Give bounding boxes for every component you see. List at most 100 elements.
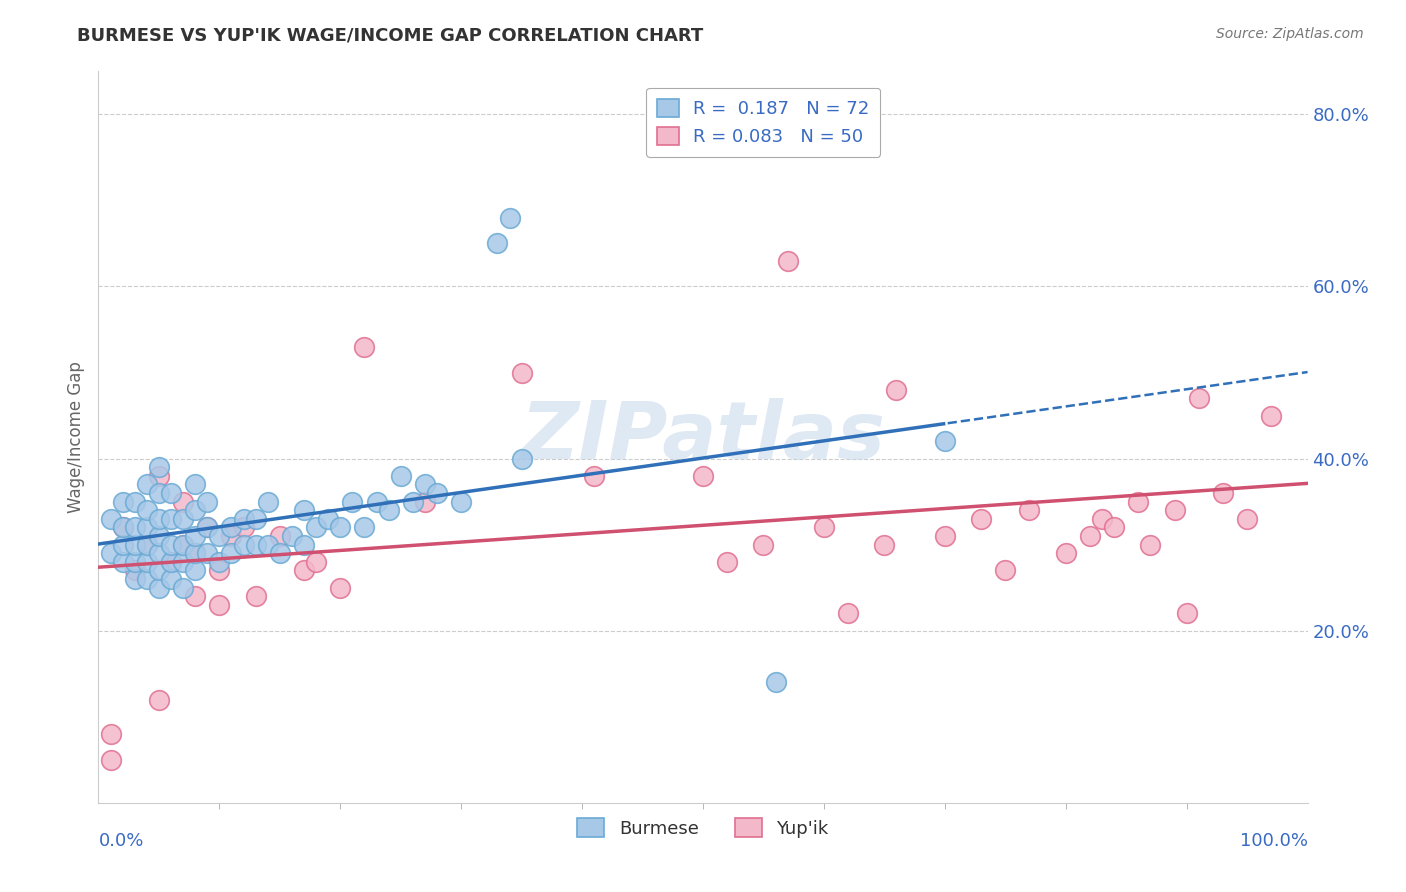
Point bbox=[135, 520, 157, 534]
Point bbox=[184, 529, 207, 543]
Point bbox=[221, 520, 243, 534]
Point bbox=[195, 520, 218, 534]
Point bbox=[135, 538, 157, 552]
Point bbox=[1236, 512, 1258, 526]
Point bbox=[1139, 538, 1161, 552]
Point bbox=[402, 494, 425, 508]
Point bbox=[124, 520, 146, 534]
Point bbox=[184, 546, 207, 560]
Point bbox=[316, 512, 339, 526]
Text: BURMESE VS YUP'IK WAGE/INCOME GAP CORRELATION CHART: BURMESE VS YUP'IK WAGE/INCOME GAP CORREL… bbox=[77, 27, 703, 45]
Point bbox=[111, 538, 134, 552]
Point bbox=[124, 555, 146, 569]
Point bbox=[498, 211, 520, 225]
Point bbox=[1188, 392, 1211, 406]
Point bbox=[970, 512, 993, 526]
Point bbox=[111, 494, 134, 508]
Point bbox=[329, 581, 352, 595]
Point bbox=[1091, 512, 1114, 526]
Point bbox=[172, 555, 194, 569]
Point bbox=[292, 503, 315, 517]
Point bbox=[292, 538, 315, 552]
Point bbox=[413, 477, 436, 491]
Point bbox=[837, 607, 859, 621]
Point bbox=[135, 503, 157, 517]
Point bbox=[245, 589, 267, 603]
Point bbox=[305, 520, 328, 534]
Point bbox=[135, 572, 157, 586]
Point bbox=[221, 546, 243, 560]
Point bbox=[148, 546, 170, 560]
Point bbox=[426, 486, 449, 500]
Point bbox=[160, 512, 183, 526]
Point bbox=[1212, 486, 1234, 500]
Point bbox=[184, 546, 207, 560]
Point bbox=[232, 520, 254, 534]
Point bbox=[934, 529, 956, 543]
Point bbox=[135, 538, 157, 552]
Point bbox=[886, 383, 908, 397]
Point bbox=[208, 564, 231, 578]
Point bbox=[256, 538, 278, 552]
Point bbox=[366, 494, 388, 508]
Point bbox=[184, 564, 207, 578]
Point bbox=[172, 512, 194, 526]
Point bbox=[353, 340, 375, 354]
Point bbox=[486, 236, 509, 251]
Point bbox=[100, 546, 122, 560]
Point bbox=[148, 564, 170, 578]
Point bbox=[148, 529, 170, 543]
Y-axis label: Wage/Income Gap: Wage/Income Gap bbox=[66, 361, 84, 513]
Point bbox=[583, 468, 606, 483]
Point bbox=[148, 468, 170, 483]
Point bbox=[195, 546, 218, 560]
Point bbox=[208, 598, 231, 612]
Point bbox=[195, 494, 218, 508]
Point bbox=[269, 546, 291, 560]
Point bbox=[245, 512, 267, 526]
Point bbox=[776, 253, 799, 268]
Point bbox=[813, 520, 835, 534]
Point bbox=[160, 538, 183, 552]
Point bbox=[281, 529, 304, 543]
Point bbox=[752, 538, 775, 552]
Point bbox=[1163, 503, 1185, 517]
Point bbox=[135, 555, 157, 569]
Point bbox=[1102, 520, 1125, 534]
Point bbox=[245, 538, 267, 552]
Point bbox=[934, 434, 956, 449]
Point bbox=[184, 503, 207, 517]
Point bbox=[184, 477, 207, 491]
Point bbox=[160, 555, 183, 569]
Point bbox=[100, 753, 122, 767]
Point bbox=[256, 494, 278, 508]
Point bbox=[172, 538, 194, 552]
Point bbox=[124, 538, 146, 552]
Point bbox=[873, 538, 896, 552]
Point bbox=[172, 581, 194, 595]
Point bbox=[111, 520, 134, 534]
Point bbox=[111, 520, 134, 534]
Point bbox=[342, 494, 364, 508]
Text: ZIPatlas: ZIPatlas bbox=[520, 398, 886, 476]
Point bbox=[208, 529, 231, 543]
Point bbox=[353, 520, 375, 534]
Point bbox=[413, 494, 436, 508]
Point bbox=[148, 692, 170, 706]
Point bbox=[765, 675, 787, 690]
Point bbox=[329, 520, 352, 534]
Point bbox=[1260, 409, 1282, 423]
Point bbox=[184, 589, 207, 603]
Point bbox=[232, 538, 254, 552]
Point bbox=[716, 555, 738, 569]
Point bbox=[389, 468, 412, 483]
Point bbox=[148, 486, 170, 500]
Point bbox=[148, 512, 170, 526]
Point bbox=[450, 494, 472, 508]
Point bbox=[1175, 607, 1198, 621]
Point bbox=[111, 555, 134, 569]
Text: 0.0%: 0.0% bbox=[98, 832, 143, 850]
Point bbox=[148, 460, 170, 475]
Point bbox=[377, 503, 399, 517]
Point bbox=[232, 512, 254, 526]
